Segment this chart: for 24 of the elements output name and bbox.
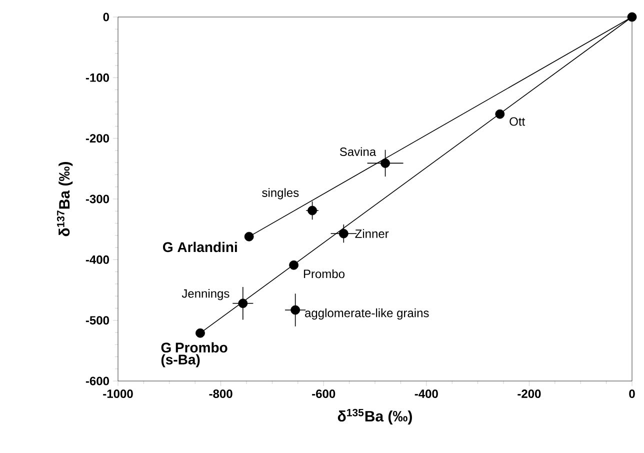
x-tick-label: -1000	[103, 390, 133, 398]
x-axis-title: δ$^{135}$Ba (‰)	[338, 408, 412, 425]
y-tick-label: -500	[86, 316, 109, 325]
annotation: Prombo	[304, 269, 344, 278]
annotation: G Arlandini	[163, 242, 237, 252]
annotation: Ott	[510, 117, 526, 126]
y-tick-label: -200	[86, 134, 109, 143]
x-tick-label: -600	[312, 390, 336, 398]
y-tick-label: -300	[86, 194, 109, 204]
y-axis-title: δ$^{137}$Ba (‰)	[56, 162, 73, 236]
y-tick-label: -400	[86, 255, 109, 264]
annotation: Jennings	[182, 288, 230, 300]
y-tick-label: -100	[86, 73, 109, 82]
y-tick-label: 0	[103, 12, 109, 22]
x-tick-label: 0	[629, 390, 635, 398]
annotation: agglomerate-like grains	[305, 308, 429, 320]
annotation: Savina	[340, 147, 376, 156]
annotation: singles	[262, 188, 299, 200]
y-tick-label: -600	[86, 376, 109, 386]
annotation: Zinner	[355, 229, 389, 238]
x-tick-label: -200	[518, 390, 541, 398]
annotation: G Prombo (s-Ba)	[161, 342, 228, 368]
x-tick-label: -800	[209, 390, 232, 398]
x-tick-label: -400	[414, 390, 438, 398]
